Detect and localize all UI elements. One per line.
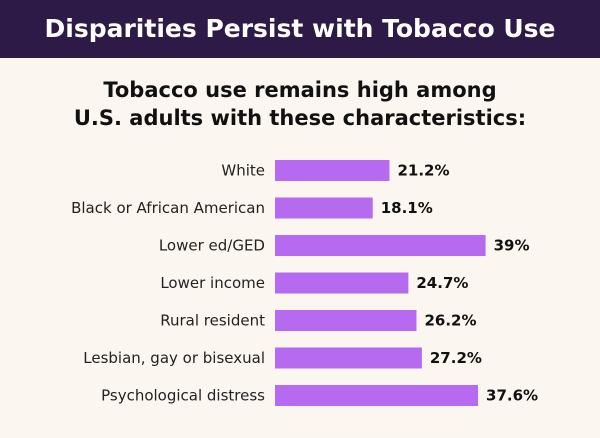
- value-label-2: 39%: [494, 237, 530, 255]
- chart-title: Tobacco use remains high among U.S. adult…: [0, 76, 600, 132]
- category-label-3: Lower income: [160, 274, 265, 292]
- category-label-6: Psychological distress: [101, 387, 265, 405]
- bar-5: [275, 347, 422, 369]
- header-banner: [0, 0, 600, 58]
- category-label-2: Lower ed/GED: [159, 237, 265, 255]
- bar-3: [275, 272, 409, 294]
- value-label-6: 37.6%: [486, 387, 538, 405]
- category-label-0: White: [221, 162, 265, 180]
- bar-6: [275, 385, 479, 406]
- bars-group: White 21.2% Black or African American 18.1%…: [71, 160, 538, 406]
- value-label-3: 24.7%: [416, 274, 468, 292]
- bar-1: [275, 197, 373, 219]
- category-label-1: Black or African American: [71, 199, 265, 217]
- category-label-4: Rural resident: [160, 312, 265, 330]
- header-title: Disparities Persist with Tobacco Use: [44, 14, 556, 43]
- value-label-4: 26.2%: [424, 312, 476, 330]
- bar-2: [275, 235, 486, 256]
- bar-4: [275, 310, 417, 331]
- value-label-1: 18.1%: [381, 199, 433, 217]
- value-label-5: 27.2%: [430, 349, 482, 367]
- bar-0: [275, 160, 390, 181]
- chart-title-line-2: U.S. adults with these characteristics:: [73, 106, 527, 130]
- chart-title-line-1: Tobacco use remains high among: [103, 78, 497, 102]
- value-label-0: 21.2%: [397, 162, 449, 180]
- category-label-5: Lesbian, gay or bisexual: [83, 349, 265, 367]
